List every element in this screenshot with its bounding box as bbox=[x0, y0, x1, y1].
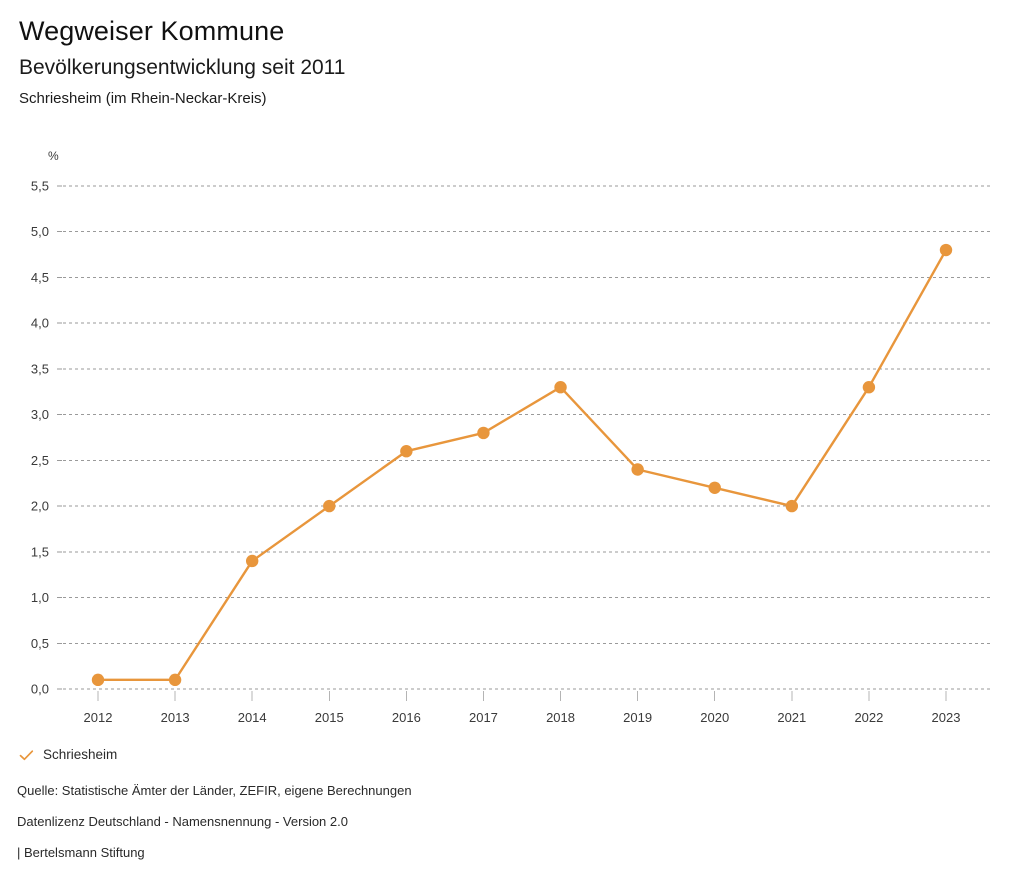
x-tick-label: 2017 bbox=[469, 710, 498, 725]
y-tick-label: 0,0 bbox=[31, 682, 49, 697]
data-point[interactable] bbox=[708, 481, 721, 494]
y-tick-label: 2,0 bbox=[31, 499, 49, 514]
footer-source: Quelle: Statistische Ämter der Länder, Z… bbox=[17, 783, 412, 798]
x-tick-label: 2015 bbox=[315, 710, 344, 725]
line-chart: % 0,0 0,5 1,0 1,5 2,0 2,5 3,0 3,5 4,0 4,5 5,0 5,5 201… bbox=[31, 149, 993, 725]
y-tick-label: 4,0 bbox=[31, 316, 49, 331]
data-point[interactable] bbox=[168, 673, 182, 687]
x-tick-label: 2020 bbox=[700, 710, 729, 725]
y-tick-label: 2,5 bbox=[31, 453, 49, 468]
x-tick-label: 2012 bbox=[84, 710, 113, 725]
footer-publisher: | Bertelsmann Stiftung bbox=[17, 845, 145, 860]
data-point[interactable] bbox=[477, 426, 490, 440]
page-title: Wegweiser Kommune bbox=[19, 16, 285, 46]
y-tick-label: 3,0 bbox=[31, 407, 49, 422]
x-tick-label: 2021 bbox=[777, 710, 806, 725]
legend-item-label[interactable]: Schriesheim bbox=[43, 747, 118, 763]
x-tick-label: 2018 bbox=[546, 710, 575, 725]
y-tick-label: 1,0 bbox=[31, 590, 49, 605]
municipality-label: Schriesheim (im Rhein-Neckar-Kreis) bbox=[19, 90, 267, 108]
check-icon[interactable] bbox=[19, 748, 34, 763]
data-point[interactable] bbox=[862, 381, 876, 394]
chart-container: % 0,0 0,5 1,0 1,5 2,0 2,5 3,0 3,5 4,0 4,5 5,0 5,5 201… bbox=[0, 140, 1024, 730]
page-subtitle: Bevölkerungsentwicklung seit 2011 bbox=[19, 55, 346, 79]
page-header: Wegweiser Kommune Bevölkerungsentwicklun… bbox=[19, 16, 999, 108]
x-tick-label: 2019 bbox=[623, 710, 652, 725]
data-point[interactable] bbox=[939, 243, 953, 257]
y-tick-label: 5,5 bbox=[31, 179, 49, 194]
series-line-schriesheim bbox=[96, 248, 948, 682]
y-tick-label: 4,5 bbox=[31, 270, 49, 285]
data-point[interactable] bbox=[400, 445, 413, 458]
data-point[interactable] bbox=[785, 499, 799, 513]
x-tick-label: 2022 bbox=[854, 710, 883, 725]
data-point[interactable] bbox=[554, 381, 567, 394]
data-point[interactable] bbox=[91, 673, 105, 687]
data-point[interactable] bbox=[631, 463, 644, 476]
data-point[interactable] bbox=[323, 499, 336, 513]
y-tick-label: 5,0 bbox=[31, 224, 49, 239]
x-tick-label: 2016 bbox=[392, 710, 421, 725]
x-tick-label: 2014 bbox=[238, 710, 267, 725]
chart-footer: Quelle: Statistische Ämter der Länder, Z… bbox=[17, 784, 997, 859]
y-tick-label: 3,5 bbox=[31, 361, 49, 376]
x-tick-label: 2023 bbox=[932, 710, 961, 725]
y-axis-unit-label: % bbox=[48, 149, 59, 163]
data-point[interactable] bbox=[245, 554, 259, 568]
y-tick-label: 1,5 bbox=[31, 544, 49, 559]
footer-license: Datenlizenz Deutschland - Namensnennung … bbox=[17, 814, 348, 829]
chart-legend: Schriesheim bbox=[19, 745, 117, 765]
x-tick-label: 2013 bbox=[161, 710, 190, 725]
y-tick-label: 0,5 bbox=[31, 636, 49, 651]
